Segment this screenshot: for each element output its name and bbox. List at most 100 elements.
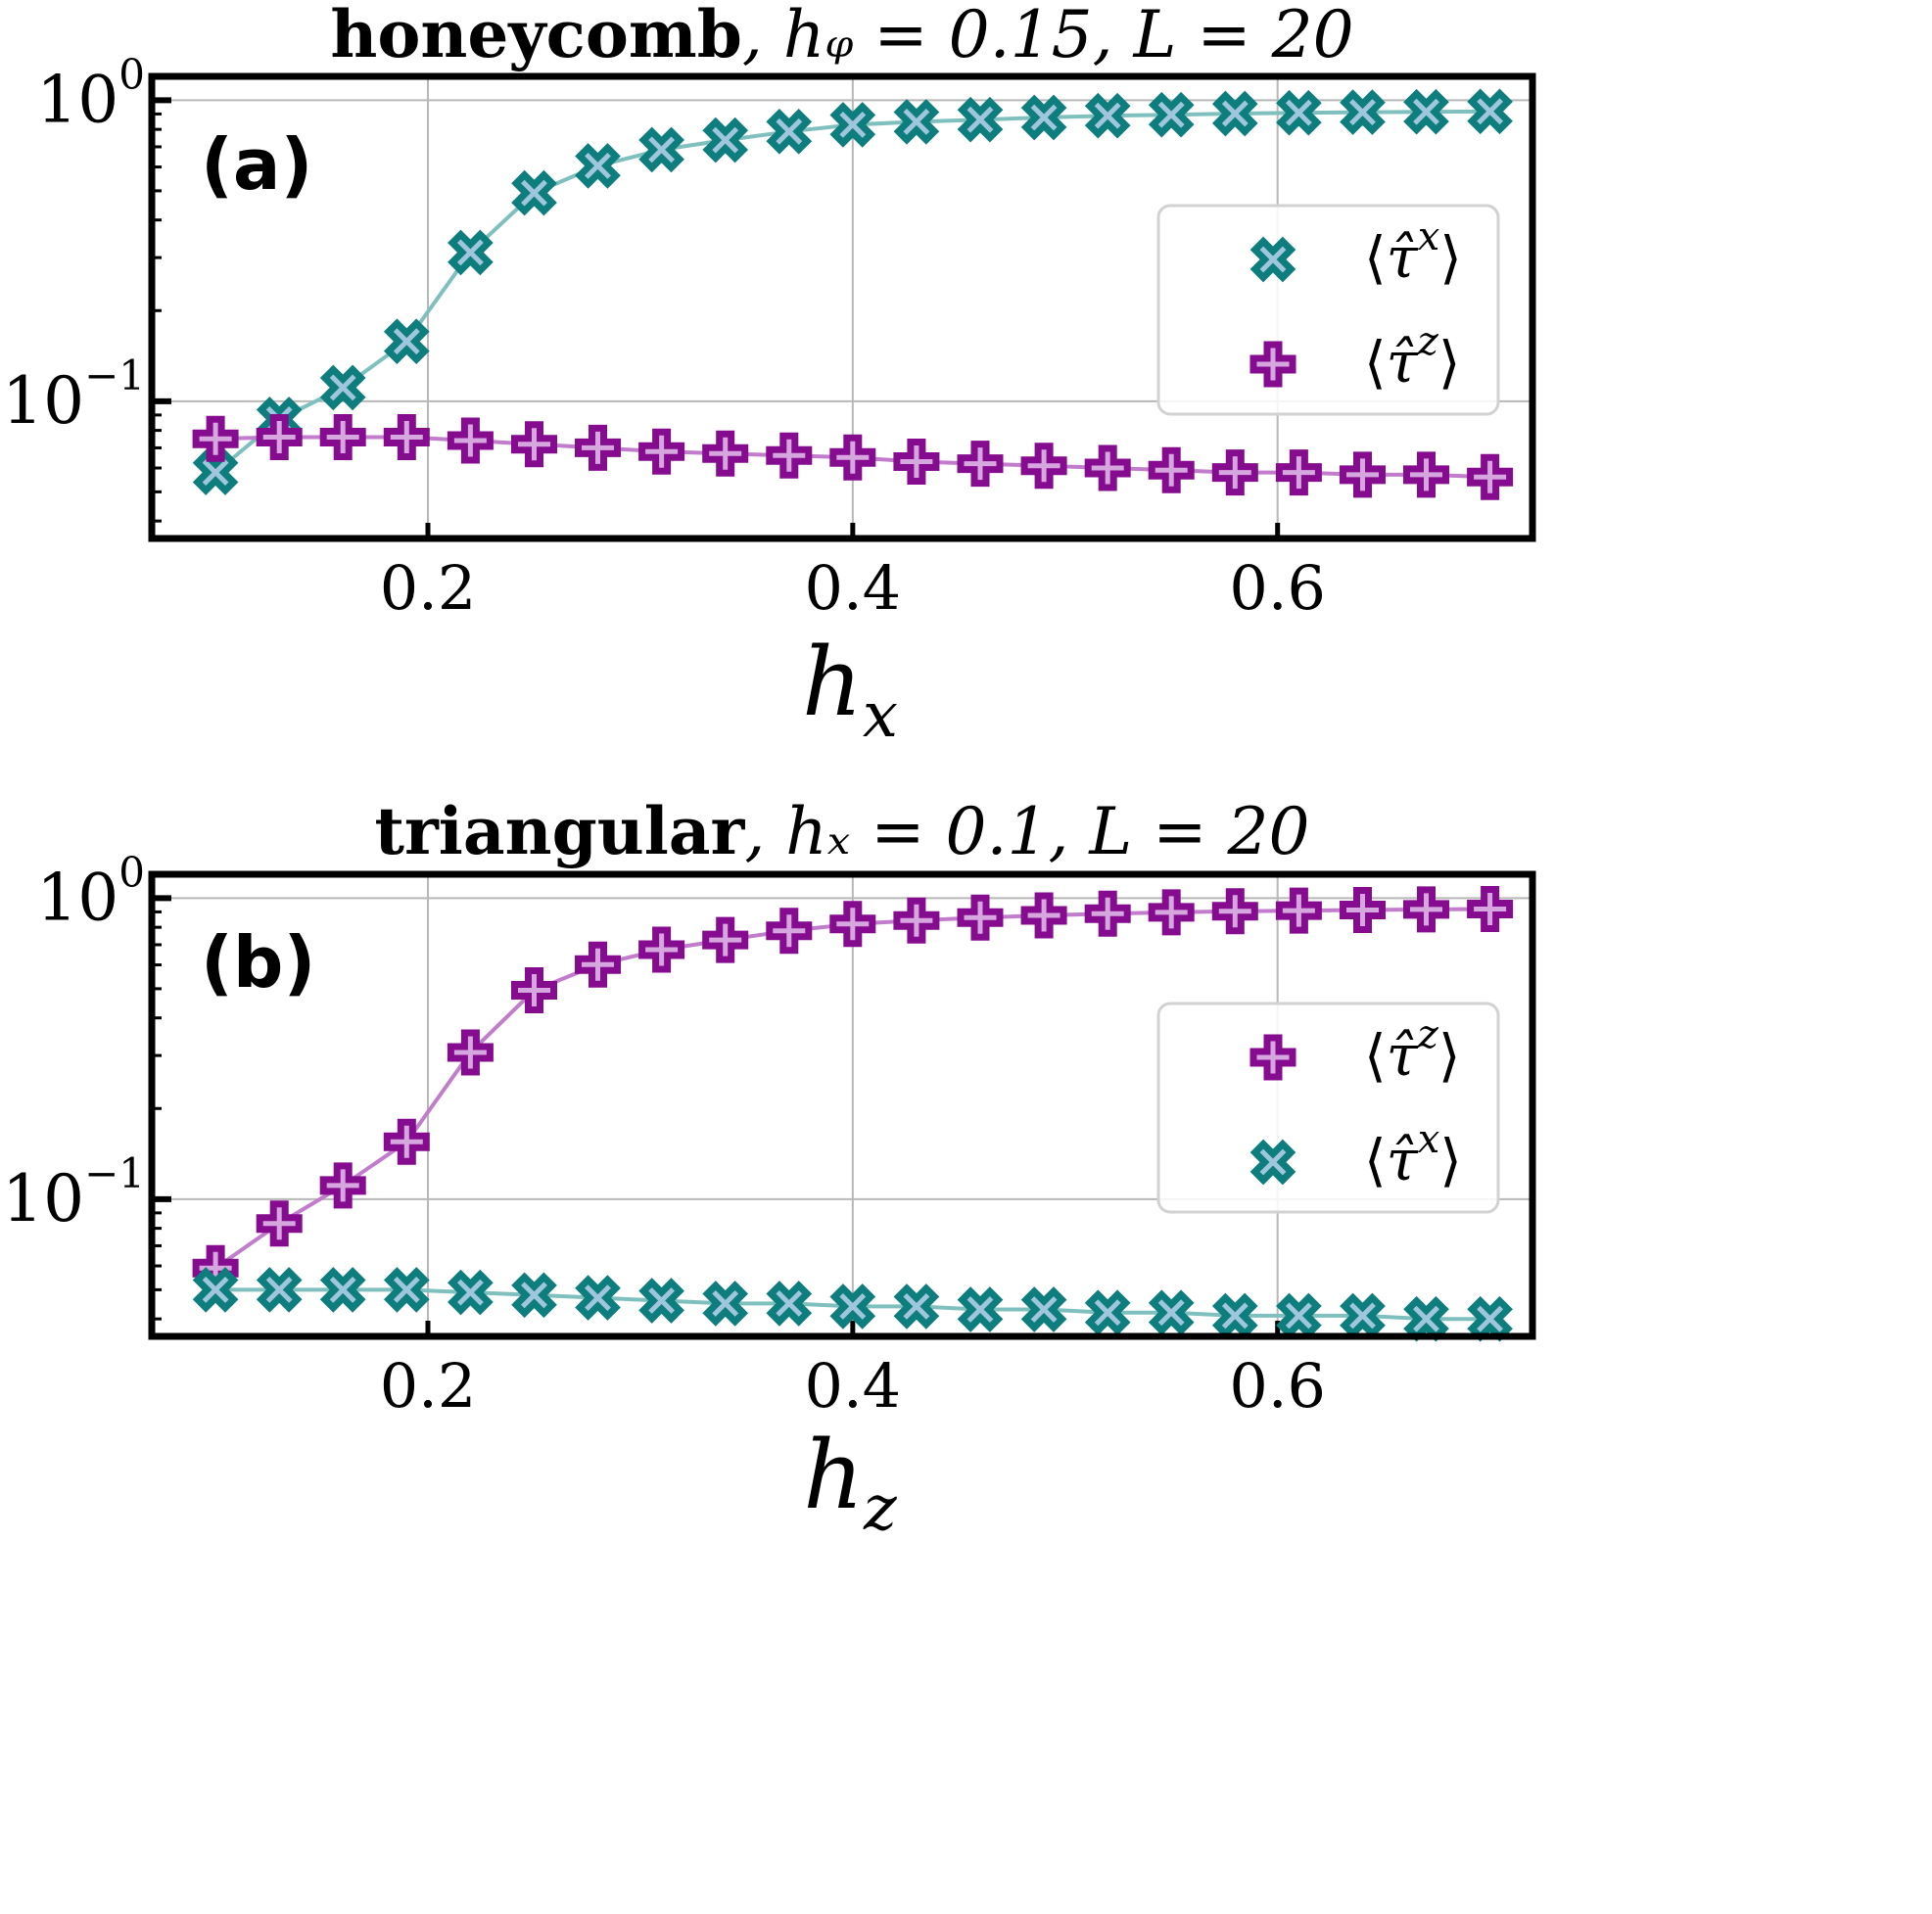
x-marker <box>1403 88 1449 135</box>
x-marker <box>829 102 876 148</box>
x-marker <box>192 449 239 495</box>
x-marker <box>575 143 621 189</box>
y-tick-label: 10−1 <box>2 1149 145 1237</box>
x-marker <box>1276 89 1322 136</box>
plus-marker <box>383 1118 430 1165</box>
x-marker <box>448 1269 494 1316</box>
x-marker <box>192 1267 239 1313</box>
plus-marker <box>957 441 1004 488</box>
plus-marker <box>1467 453 1514 500</box>
legend-x-marker <box>1249 236 1296 283</box>
x-axis-label: hz <box>803 1421 898 1545</box>
x-axis-label: hx <box>802 628 898 752</box>
plus-marker <box>1340 887 1386 933</box>
plus-marker <box>192 415 239 462</box>
legend-box <box>1156 1002 1500 1214</box>
x-tick-label: 0.2 <box>380 1350 477 1422</box>
x-marker <box>1148 91 1195 138</box>
plus-marker <box>1148 446 1195 493</box>
panel-a: 0.2 0.4 0.6 100 10−1 hx honeycomb, hᵩ = 0.15, … <box>2 0 1536 752</box>
panel-b: 0.2 0.4 0.6 100 10−1 hz triangular, hₓ = 0.1, … <box>2 793 1536 1545</box>
plus-marker <box>957 894 1004 941</box>
plus-marker <box>1275 887 1322 934</box>
x-marker <box>957 1286 1004 1332</box>
x-marker <box>511 169 557 216</box>
x-marker <box>1467 88 1513 135</box>
plus-marker <box>638 926 685 973</box>
plus-marker <box>256 414 303 460</box>
panel-label: (b) <box>201 921 315 1004</box>
plus-marker <box>702 430 749 477</box>
x-marker <box>957 96 1004 143</box>
plus-marker <box>511 967 557 1013</box>
x-marker <box>1020 1286 1067 1332</box>
x-tick-label: 0.6 <box>1229 1350 1326 1422</box>
legend-label: ⟨τ̂x⟩ <box>1364 1117 1462 1193</box>
plus-marker <box>319 414 366 460</box>
plus-marker <box>1403 886 1449 933</box>
x-marker <box>702 1281 749 1327</box>
plus-marker <box>1084 444 1131 491</box>
plus-marker <box>447 1029 494 1076</box>
plus-marker <box>766 908 813 955</box>
x-tick-label: 0.4 <box>805 1350 902 1422</box>
legend: ⟨τ̂z⟩ ⟨τ̂x⟩ <box>1156 1002 1500 1214</box>
legend-box <box>1156 204 1500 416</box>
chart-title: honeycomb, hᵩ = 0.15, L = 20 <box>330 0 1353 72</box>
x-marker <box>1084 92 1131 139</box>
x-marker <box>511 1272 557 1319</box>
plus-marker <box>447 417 494 464</box>
legend-plus-marker <box>1249 1034 1296 1081</box>
x-marker <box>256 1267 303 1313</box>
x-marker <box>448 229 494 276</box>
plus-marker <box>1211 888 1258 935</box>
x-marker <box>1084 1289 1131 1336</box>
plus-marker <box>829 901 876 948</box>
y-tick-label: 10−1 <box>2 351 145 439</box>
x-marker <box>829 1284 876 1330</box>
x-tick-label: 0.6 <box>1229 552 1326 624</box>
x-marker <box>893 99 940 145</box>
legend-label: ⟨τ̂x⟩ <box>1364 214 1462 291</box>
plus-marker <box>1340 451 1386 498</box>
plot-frame <box>148 72 1536 542</box>
plus-marker <box>1084 890 1131 937</box>
plus-marker <box>1020 892 1067 939</box>
x-marker <box>575 1275 621 1321</box>
x-marker <box>702 117 749 163</box>
x-marker <box>766 108 813 155</box>
plus-marker <box>1211 449 1258 496</box>
x-tick-label: 0.4 <box>805 552 902 624</box>
plus-marker <box>766 432 813 479</box>
x-marker <box>1340 89 1386 135</box>
x-marker <box>638 126 684 173</box>
plus-marker <box>1148 889 1195 936</box>
x-marker <box>383 318 430 365</box>
x-marker <box>638 1278 684 1324</box>
legend-label: ⟨τ̂z⟩ <box>1364 319 1460 396</box>
x-marker <box>893 1284 940 1330</box>
x-marker <box>319 1267 366 1313</box>
panel-label: (a) <box>201 123 312 206</box>
plus-marker <box>256 1200 303 1247</box>
plus-marker <box>511 421 557 468</box>
plus-marker <box>829 434 876 481</box>
plus-marker <box>1403 451 1449 498</box>
legend-plus-marker <box>1249 341 1296 388</box>
plus-marker <box>383 414 430 460</box>
plus-marker <box>1467 886 1514 932</box>
legend: ⟨τ̂x⟩ ⟨τ̂z⟩ <box>1156 204 1500 416</box>
plot-frame <box>148 870 1536 1340</box>
y-tick-label: 100 <box>36 50 145 137</box>
plus-marker <box>1275 449 1322 496</box>
legend-label: ⟨τ̂z⟩ <box>1364 1012 1460 1089</box>
plus-marker <box>575 424 621 471</box>
plus-marker <box>893 439 940 485</box>
x-marker <box>1148 1289 1195 1336</box>
x-marker <box>1211 90 1258 137</box>
x-marker <box>319 364 366 411</box>
y-tick-label: 100 <box>36 848 145 935</box>
legend-x-marker <box>1249 1139 1296 1186</box>
x-marker <box>383 1267 430 1313</box>
